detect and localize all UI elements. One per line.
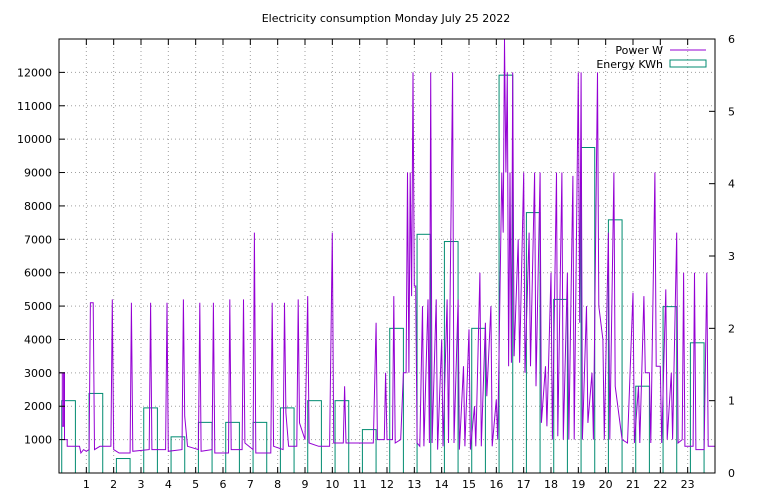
x-tick-label: 7 [247, 478, 254, 491]
energy-bar [279, 407, 295, 474]
axes: 1 2 3 4 5 6 7 8 9 10 11 12 13 14 15 16 17 18 19 20 21 22 23100… [17, 33, 735, 491]
y-tick-label: 10000 [17, 133, 52, 146]
y2-tick-label: 0 [728, 467, 735, 480]
x-tick-label: 17 [517, 478, 531, 491]
y2-tick-label: 4 [728, 178, 735, 191]
energy-bar [115, 458, 131, 474]
energy-bar [143, 407, 158, 474]
y-tick-label: 9000 [24, 167, 52, 180]
y2-tick-label: 1 [728, 395, 735, 408]
y-tick-label: 7000 [24, 233, 52, 246]
x-tick-label: 19 [571, 478, 585, 491]
energy-bar [252, 421, 268, 474]
energy-bar [389, 327, 404, 474]
x-tick-label: 3 [138, 478, 145, 491]
x-tick-label: 8 [274, 478, 281, 491]
x-tick-label: 20 [599, 478, 613, 491]
x-tick-label: 5 [192, 478, 199, 491]
y2-tick-label: 3 [728, 250, 735, 263]
y-tick-label: 2000 [24, 400, 52, 413]
x-tick-label: 1 [83, 478, 90, 491]
energy-bar [307, 400, 322, 474]
x-tick-label: 16 [489, 478, 503, 491]
energy-bar [553, 298, 568, 474]
energy-bar [170, 436, 186, 474]
energy-bar [88, 392, 104, 474]
y-tick-label: 4000 [24, 333, 52, 346]
power-line [59, 38, 715, 455]
x-tick-label: 21 [626, 478, 640, 491]
energy-bar [225, 421, 240, 474]
y-tick-label: 8000 [24, 200, 52, 213]
legend-swatch-energy [669, 59, 707, 68]
x-tick-label: 15 [462, 478, 476, 491]
legend-label-power: Power W [615, 44, 663, 57]
chart-title: Electricity consumption Monday July 25 2… [262, 12, 511, 25]
x-tick-label: 4 [165, 478, 172, 491]
y2-tick-label: 5 [728, 105, 735, 118]
x-tick-label: 18 [544, 478, 558, 491]
power-line-layer [59, 38, 715, 455]
x-tick-label: 22 [653, 478, 667, 491]
x-tick-label: 10 [325, 478, 339, 491]
energy-bar [689, 342, 705, 474]
y-tick-label: 1000 [24, 434, 52, 447]
y2-tick-label: 6 [728, 33, 735, 46]
x-tick-label: 11 [353, 478, 367, 491]
y-tick-label: 5000 [24, 300, 52, 313]
x-tick-label: 12 [380, 478, 394, 491]
y-tick-label: 12000 [17, 66, 52, 79]
y-tick-label: 3000 [24, 367, 52, 380]
y-tick-label: 6000 [24, 267, 52, 280]
legend: Power W Energy KWh [596, 44, 707, 71]
x-tick-label: 6 [220, 478, 227, 491]
legend-label-energy: Energy KWh [596, 58, 663, 71]
x-tick-label: 13 [407, 478, 421, 491]
y-tick-label: 11000 [17, 100, 52, 113]
energy-bar [361, 429, 377, 474]
x-tick-label: 14 [435, 478, 449, 491]
energy-bar [334, 400, 350, 474]
x-tick-label: 9 [302, 478, 309, 491]
y2-tick-label: 2 [728, 322, 735, 335]
x-tick-label: 2 [110, 478, 117, 491]
x-tick-label: 23 [681, 478, 695, 491]
grid [59, 39, 715, 473]
